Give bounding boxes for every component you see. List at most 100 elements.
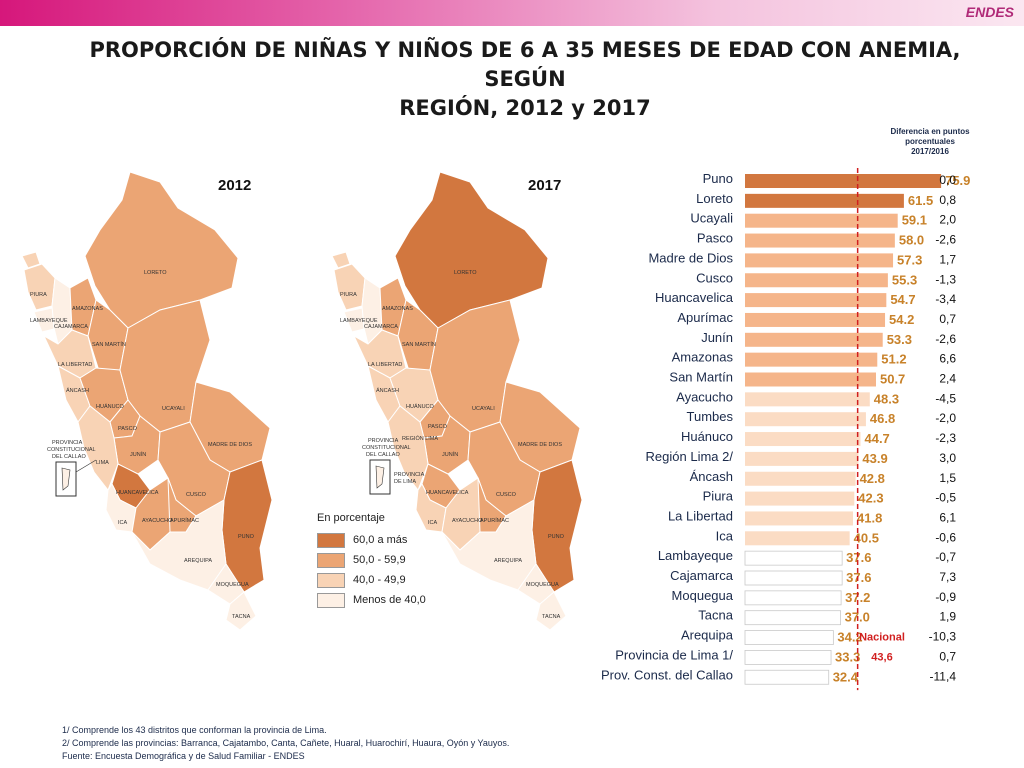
diff-header-line: porcentuales: [905, 137, 955, 146]
difference-label: 0,7: [939, 312, 956, 326]
data-label: 55.3: [892, 272, 917, 287]
label-tacna-2012: TACNA: [232, 614, 251, 620]
data-label: 54.2: [889, 312, 914, 327]
label-puno-2017: PUNO: [548, 534, 565, 540]
legend-item: 50,0 - 59,9: [317, 550, 426, 570]
footnote-1: 1/ Comprende los 43 distritos que confor…: [62, 725, 327, 735]
region-tumbes-2017: [331, 251, 351, 269]
bar: [745, 332, 883, 347]
map-2017: 2017 PROVINCIA CONSTITUCIONAL DEL CALLAO…: [331, 171, 583, 631]
data-label: 34.2: [837, 630, 862, 645]
title-line-1: PROPORCIÓN DE NIÑAS Y NIÑOS DE 6 A 35 ME…: [89, 38, 961, 91]
category-label: Madre de Dios: [648, 250, 733, 265]
category-label: Ucayali: [690, 211, 733, 226]
difference-label: 3,0: [939, 451, 956, 465]
label-piura-2017: PIURA: [340, 292, 357, 298]
label-moquegua-2012: MOQUEGUA: [216, 582, 249, 588]
category-label: Loreto: [696, 191, 733, 206]
top-banner: [0, 0, 1024, 26]
difference-label: 1,9: [939, 610, 956, 624]
difference-label: -2,6: [935, 332, 956, 346]
label-cusco-2012: CUSCO: [186, 492, 207, 498]
footnotes: 1/ Comprende los 43 distritos que confor…: [62, 724, 509, 763]
bar: [745, 432, 861, 447]
difference-label: 6,6: [939, 352, 956, 366]
category-label: Prov. Const. del Callao: [601, 667, 733, 682]
label-lambayeque-2012: LAMBAYEQUE: [30, 318, 68, 324]
label-pasco-2017: PASCO: [428, 424, 448, 430]
label-apurimac-2012: APURÍMAC: [170, 517, 199, 524]
data-label: 46.8: [870, 411, 895, 426]
category-label: Ica: [716, 528, 734, 543]
label-madrededios-2017: MADRE DE DIOS: [518, 442, 562, 448]
footnote-2: 2/ Comprende las provincias: Barranca, C…: [62, 738, 510, 748]
callao-label-2012-l3: DEL CALLAO: [52, 454, 86, 460]
data-label: 44.7: [864, 431, 889, 446]
data-label: 37.6: [846, 550, 871, 565]
data-label: 48.3: [874, 391, 899, 406]
legend-title: En porcentaje: [317, 512, 385, 524]
label-regionlima-2017: REGIÓN LIMA: [402, 435, 438, 442]
reference-value: 43,6: [871, 651, 892, 663]
data-label: 42.3: [858, 491, 883, 506]
label-lalibertad-2012: LA LIBERTAD: [58, 362, 92, 368]
category-label: San Martín: [669, 370, 733, 385]
bar: [745, 273, 888, 288]
bar: [745, 531, 850, 546]
data-label: 37.2: [845, 590, 870, 605]
region-tacna-2012: [225, 591, 257, 631]
data-label: 51.2: [881, 352, 906, 367]
title-line-2: REGIÓN, 2012 y 2017: [399, 96, 651, 120]
label-apurimac-2017: APURÍMAC: [480, 517, 509, 524]
difference-label: -1,3: [935, 272, 956, 286]
callao-inset-shape-2012: [61, 467, 71, 491]
legend-swatch: [317, 572, 345, 588]
category-label: Arequipa: [681, 628, 734, 643]
label-lima-2012: LIMA: [96, 460, 109, 466]
difference-label: -2,0: [935, 411, 956, 425]
bar: [745, 312, 886, 327]
label-moquegua-2017: MOQUEGUA: [526, 582, 559, 588]
label-ancash-2017: ÁNCASH: [376, 387, 399, 394]
data-label: 57.3: [897, 252, 922, 267]
data-label: 42.8: [860, 471, 885, 486]
label-huanuco-2017: HUÁNUCO: [406, 403, 435, 410]
region-piura-2012: [23, 263, 56, 311]
label-loreto-2017: LORETO: [454, 270, 477, 276]
bar: [745, 253, 894, 268]
bar: [745, 451, 859, 466]
bar: [745, 372, 876, 387]
bar: [744, 669, 830, 685]
bar: [745, 233, 895, 248]
label-huanuco-2012: HUÁNUCO: [96, 403, 125, 410]
difference-label: -11,4: [930, 669, 957, 683]
bars-group: Puno 75.90,0 Loreto 61.5 0,8 Ucayali 59.1 2,0 Pa…: [601, 171, 970, 685]
data-label: 41.8: [857, 510, 882, 525]
legend-swatch: [317, 552, 345, 568]
difference-label: 1,7: [939, 252, 956, 266]
data-label: 37.6: [846, 570, 871, 585]
label-tacna-2017: TACNA: [542, 614, 561, 620]
label-junin-2012: JUNÍN: [130, 451, 146, 458]
legend-item: Menos de 40,0: [317, 590, 426, 610]
label-sanmartin-2012: SAN MARTÍN: [92, 341, 126, 348]
category-label: Puno: [703, 171, 733, 186]
bar: [744, 570, 843, 586]
category-label: Región Lima 2/: [646, 449, 734, 464]
callao-label-2012-l2: CONSTITUCIONAL: [47, 447, 96, 453]
label-ica-2012: ICA: [118, 520, 128, 526]
difference-label: -3,4: [935, 292, 956, 306]
category-label: Tacna: [698, 608, 733, 623]
difference-label: -0,6: [935, 530, 956, 544]
bar: [745, 174, 942, 188]
data-label: 75.9: [945, 173, 970, 188]
difference-label: 0,8: [939, 193, 956, 207]
callao-leader-2012: [75, 459, 97, 473]
difference-label: 2,4: [939, 372, 956, 386]
data-label: 43.9: [862, 451, 887, 466]
lima-label-2017-l1: PROVINCIA: [394, 472, 425, 478]
difference-label: 0,0: [939, 173, 956, 187]
legend-label: 40,0 - 49,9: [353, 574, 406, 586]
region-tacna-2017: [535, 591, 567, 631]
category-label: Huancavelica: [655, 290, 734, 305]
